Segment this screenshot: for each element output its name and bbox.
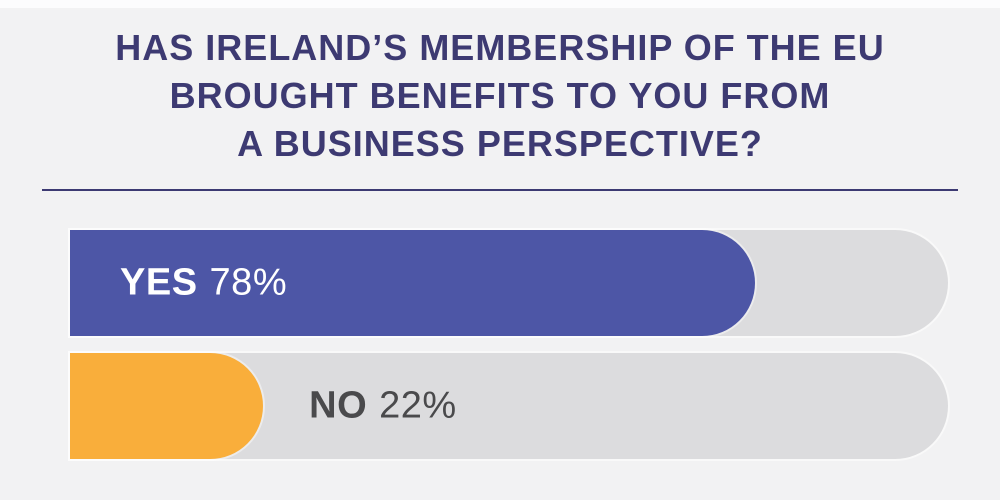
top-strip (0, 0, 1000, 8)
bar-fill-no (70, 353, 264, 459)
chart-title: HAS IRELAND’S MEMBERSHIP OF THE EU BROUG… (0, 24, 1000, 168)
bar-value-yes: 78% (209, 261, 288, 304)
chart-title-line-3: A BUSINESS PERSPECTIVE? (237, 123, 763, 164)
title-divider (42, 189, 958, 191)
chart-title-line-2: BROUGHT BENEFITS TO YOU FROM (169, 75, 831, 116)
bar-label-yes: YES 78% (120, 262, 287, 305)
bar-label-no: NO 22% (309, 385, 457, 428)
bar-category-yes: YES (120, 261, 198, 304)
chart-title-line-1: HAS IRELAND’S MEMBERSHIP OF THE EU (115, 27, 885, 68)
bar-value-no: 22% (379, 384, 457, 427)
bar-fill-yes (70, 230, 755, 336)
bar-row-no: NO 22% (70, 353, 948, 459)
bar-category-no: NO (309, 384, 368, 427)
bar-chart: YES 78% NO 22% (70, 230, 948, 459)
bar-row-yes: YES 78% (70, 230, 948, 336)
